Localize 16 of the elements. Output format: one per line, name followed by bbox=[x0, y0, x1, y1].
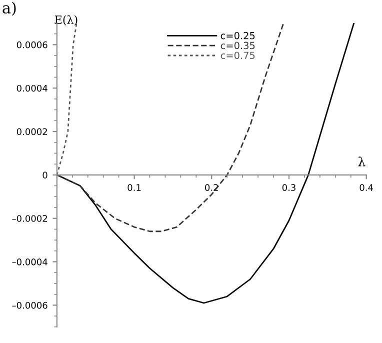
y-tick-label: 0.0002 bbox=[16, 128, 47, 136]
y-tick-label: 0.0006 bbox=[16, 41, 48, 48]
text: c=0.75 bbox=[220, 52, 255, 60]
x-tick-label: 0.1 bbox=[128, 184, 141, 191]
y-tick-label: 0.0004 bbox=[16, 84, 48, 92]
text: c=0.25 bbox=[220, 32, 255, 40]
chart-title: a) bbox=[2, 2, 16, 16]
y-axis-title: E(λ) bbox=[54, 15, 78, 26]
y-tick-label: –0.0002 bbox=[12, 215, 47, 222]
y-tick-label: –0.0004 bbox=[12, 258, 48, 266]
series-label: c=0.35 bbox=[220, 42, 255, 50]
x-tick-label: 0.4 bbox=[360, 184, 374, 191]
x-tick-label: 0.3 bbox=[282, 184, 296, 191]
y-tick-label: 0 bbox=[42, 172, 48, 178]
y-tick-label: –0.0006 bbox=[12, 302, 48, 309]
x-axis-title: λ bbox=[358, 156, 366, 166]
